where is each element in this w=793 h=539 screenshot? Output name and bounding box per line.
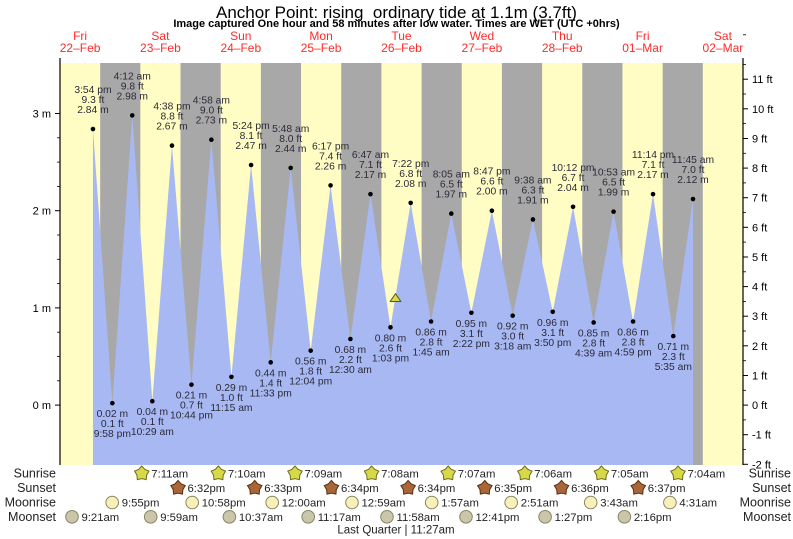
svg-text:12:41pm: 12:41pm (476, 512, 520, 524)
svg-text:Sunset: Sunset (752, 481, 791, 495)
svg-text:0 ft: 0 ft (752, 400, 767, 412)
svg-text:9 ft: 9 ft (752, 134, 767, 146)
svg-text:6 ft: 6 ft (752, 222, 767, 234)
svg-text:Moonset: Moonset (743, 510, 791, 524)
svg-text:25–Feb: 25–Feb (301, 41, 342, 55)
svg-text:7:08am: 7:08am (381, 469, 419, 481)
svg-text:9:55pm: 9:55pm (122, 498, 160, 510)
svg-text:7 ft: 7 ft (752, 193, 767, 205)
svg-text:6:33pm: 6:33pm (264, 483, 302, 495)
svg-text:28–Feb: 28–Feb (542, 41, 583, 55)
svg-text:22–Feb: 22–Feb (60, 41, 101, 55)
svg-text:11:58am: 11:58am (397, 512, 440, 524)
svg-text:11:17am: 11:17am (318, 512, 361, 524)
svg-text:1 ft: 1 ft (752, 371, 767, 383)
svg-text:27–Feb: 27–Feb (462, 41, 503, 55)
svg-text:5 ft: 5 ft (752, 252, 767, 264)
svg-text:4:31am: 4:31am (679, 498, 717, 510)
svg-text:0 m: 0 m (33, 400, 51, 412)
svg-text:10 ft: 10 ft (752, 104, 773, 116)
svg-text:7:09am: 7:09am (305, 469, 343, 481)
svg-text:6:37pm: 6:37pm (648, 483, 686, 495)
svg-text:Moonrise: Moonrise (740, 496, 791, 510)
svg-text:6:34pm: 6:34pm (418, 483, 456, 495)
svg-text:Sunset: Sunset (17, 481, 56, 495)
svg-text:4 ft: 4 ft (752, 282, 767, 294)
svg-text:9:59am: 9:59am (160, 512, 198, 524)
svg-text:7:05am: 7:05am (611, 469, 649, 481)
svg-text:Last Quarter | 11:27am: Last Quarter | 11:27am (337, 525, 454, 537)
svg-text:7:06am: 7:06am (534, 469, 572, 481)
svg-text:2:16pm: 2:16pm (634, 512, 672, 524)
svg-text:10:37am: 10:37am (239, 512, 283, 524)
svg-text:1:57am: 1:57am (441, 498, 479, 510)
svg-text:6:32pm: 6:32pm (188, 483, 226, 495)
svg-text:01–Mar: 01–Mar (622, 41, 663, 55)
svg-text:3:43am: 3:43am (600, 498, 638, 510)
svg-text:6:36pm: 6:36pm (571, 483, 609, 495)
svg-text:7:07am: 7:07am (458, 469, 496, 481)
svg-text:1 m: 1 m (33, 303, 51, 315)
svg-text:6:34pm: 6:34pm (341, 483, 379, 495)
svg-text:Moonrise: Moonrise (5, 496, 56, 510)
svg-text:3 m: 3 m (33, 109, 51, 121)
svg-text:12:00am: 12:00am (282, 498, 326, 510)
svg-text:7:04am: 7:04am (688, 469, 726, 481)
svg-text:7:11am: 7:11am (151, 469, 188, 481)
svg-text:24–Feb: 24–Feb (220, 41, 261, 55)
svg-text:9:21am: 9:21am (82, 512, 120, 524)
svg-text:12:59am: 12:59am (362, 498, 406, 510)
svg-text:7:10am: 7:10am (228, 469, 266, 481)
svg-text:6:35pm: 6:35pm (494, 483, 532, 495)
svg-text:3 ft: 3 ft (752, 311, 767, 323)
svg-text:Moonset: Moonset (8, 510, 56, 524)
svg-text:02–Mar: 02–Mar (703, 41, 744, 55)
svg-text:10:58pm: 10:58pm (202, 498, 246, 510)
svg-text:26–Feb: 26–Feb (381, 41, 422, 55)
svg-text:2 m: 2 m (33, 206, 51, 218)
svg-text:8 ft: 8 ft (752, 163, 767, 175)
svg-text:Sunrise: Sunrise (749, 467, 791, 481)
svg-text:Sunrise: Sunrise (14, 467, 56, 481)
svg-text:11 ft: 11 ft (752, 74, 773, 86)
svg-text:2:51am: 2:51am (521, 498, 559, 510)
svg-text:2 ft: 2 ft (752, 341, 767, 353)
svg-text:23–Feb: 23–Feb (140, 41, 181, 55)
svg-text:1:27pm: 1:27pm (555, 512, 593, 524)
svg-text:-1 ft: -1 ft (752, 430, 771, 442)
